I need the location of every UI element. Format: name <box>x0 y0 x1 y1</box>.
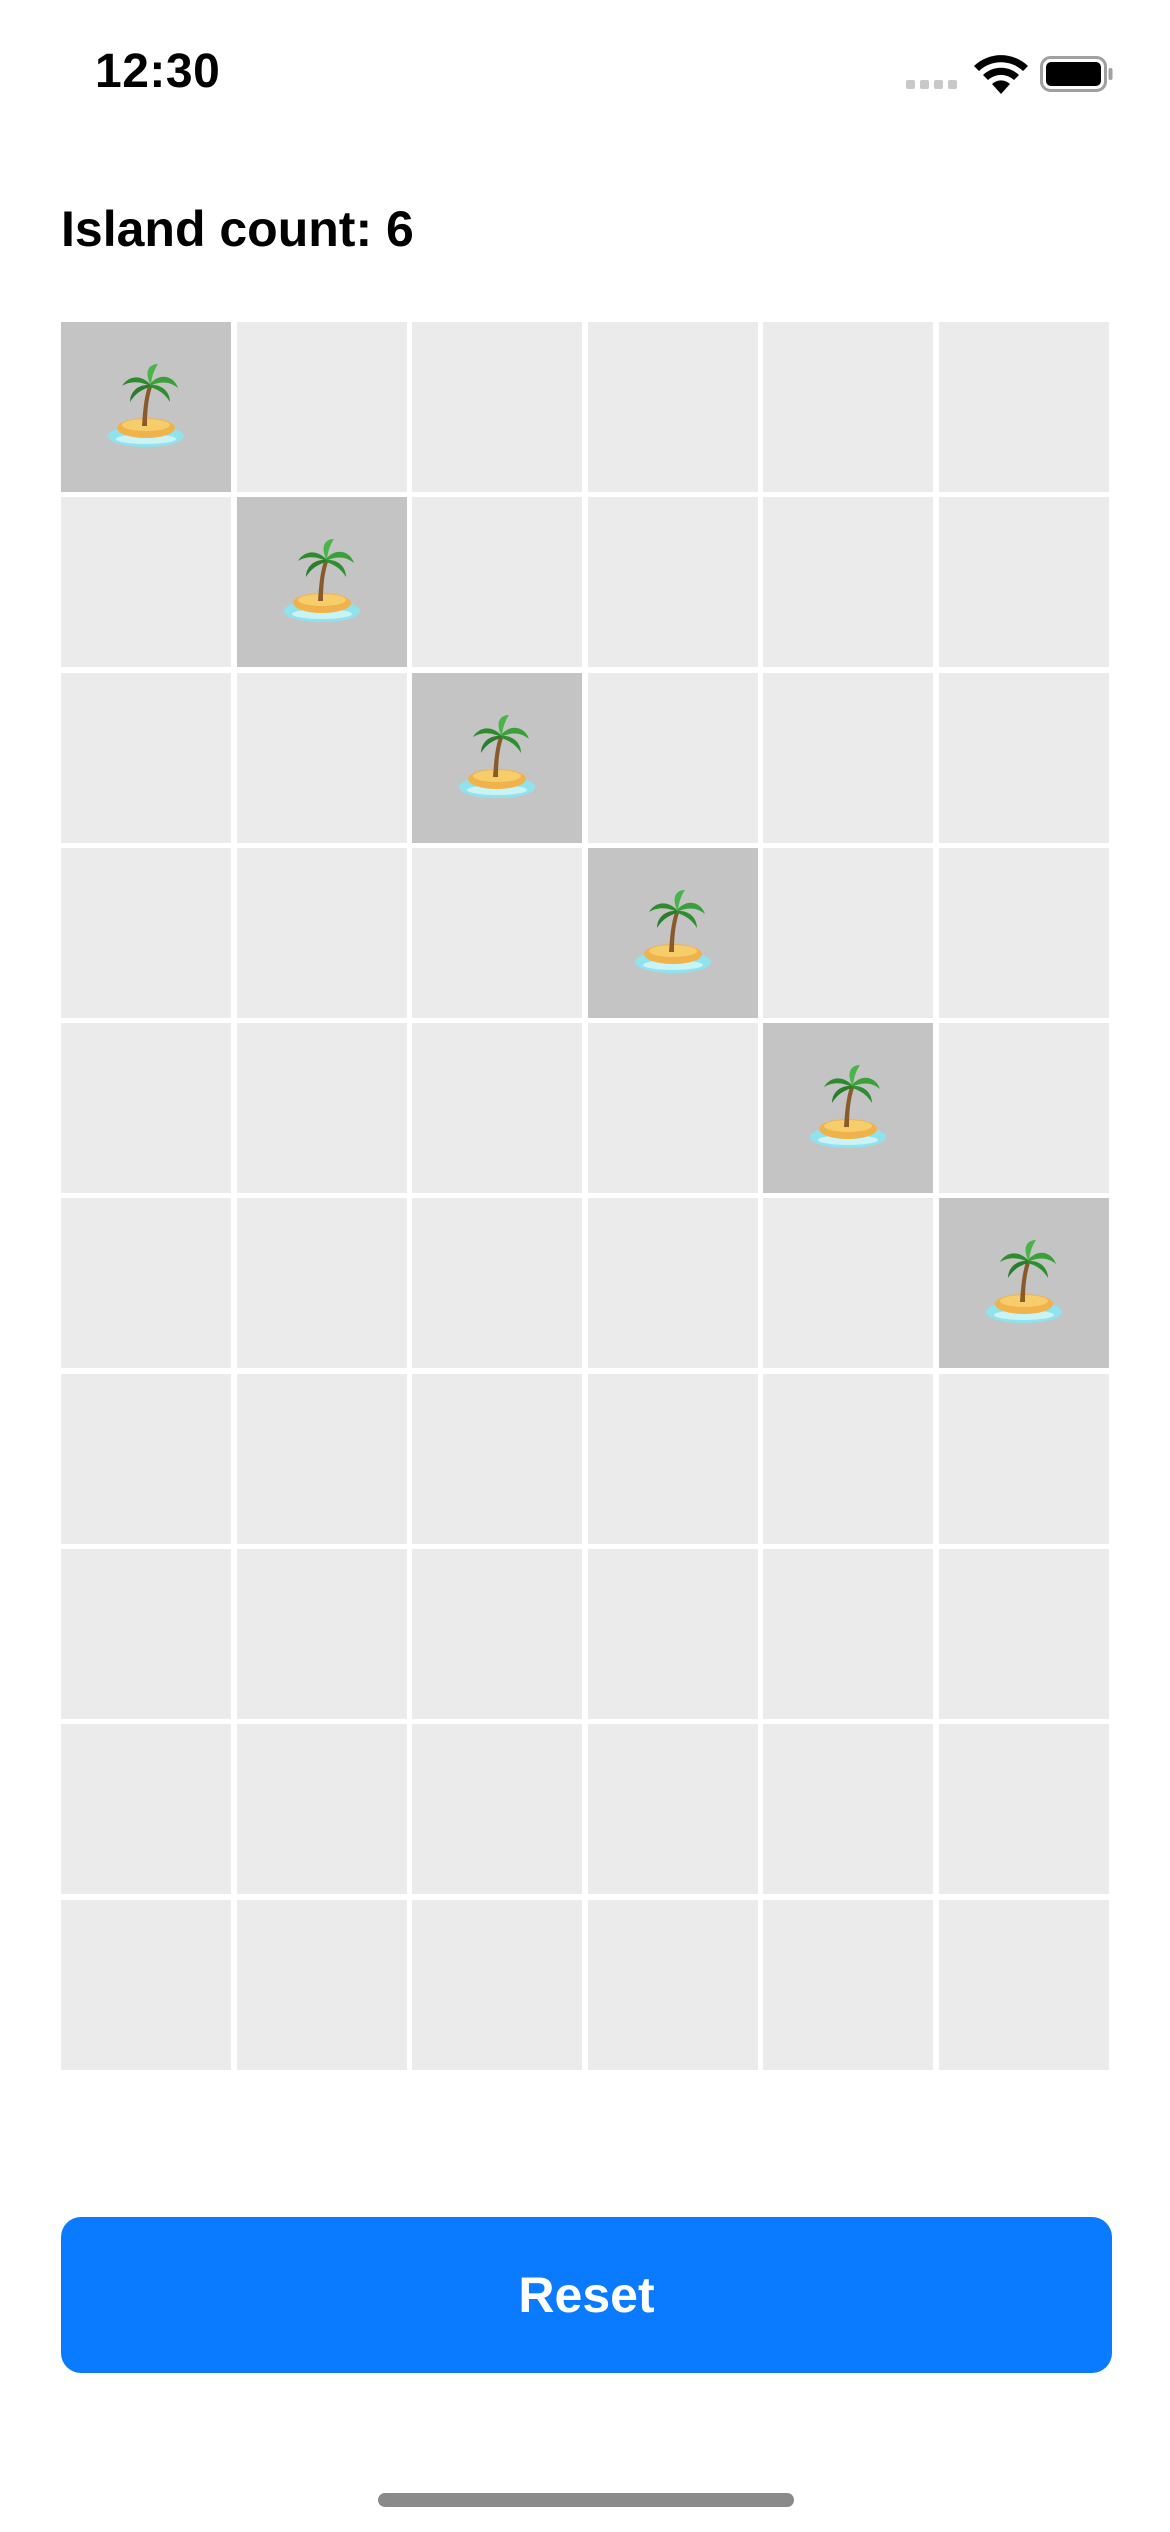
cellular-signal-icon <box>906 80 957 89</box>
grid-cell-water[interactable] <box>587 1198 758 1369</box>
grid-cell-water[interactable] <box>587 1899 758 2070</box>
battery-icon <box>1040 56 1113 92</box>
grid-cell-water[interactable] <box>412 1198 583 1369</box>
grid-cell-water[interactable] <box>412 847 583 1018</box>
home-indicator[interactable] <box>378 2493 794 2507</box>
grid-cell-water[interactable] <box>587 1549 758 1720</box>
grid-cell-water[interactable] <box>412 1724 583 1895</box>
grid-cell-water[interactable] <box>412 497 583 668</box>
desert-island-icon <box>280 537 364 627</box>
grid-cell-water[interactable] <box>938 1549 1109 1720</box>
grid-cell-island[interactable] <box>236 497 407 668</box>
reset-button[interactable]: Reset <box>61 2217 1112 2373</box>
grid-cell-water[interactable] <box>61 1198 231 1369</box>
grid-cell-water[interactable] <box>236 1373 407 1544</box>
wifi-icon <box>974 55 1028 94</box>
grid-cell-water[interactable] <box>938 322 1109 492</box>
grid-cell-water[interactable] <box>587 1724 758 1895</box>
grid-cell-water[interactable] <box>236 1023 407 1194</box>
grid-cell-water[interactable] <box>61 1023 231 1194</box>
grid-cell-water[interactable] <box>938 1023 1109 1194</box>
grid-cell-water[interactable] <box>61 1724 231 1895</box>
grid-cell-water[interactable] <box>587 1023 758 1194</box>
grid-cell-water[interactable] <box>587 322 758 492</box>
grid-cell-water[interactable] <box>763 497 934 668</box>
grid-cell-water[interactable] <box>938 847 1109 1018</box>
desert-island-icon <box>455 713 539 803</box>
grid-cell-island[interactable] <box>938 1198 1109 1369</box>
grid-cell-water[interactable] <box>763 1899 934 2070</box>
grid-cell-island[interactable] <box>587 847 758 1018</box>
grid-cell-water[interactable] <box>587 672 758 843</box>
grid-cell-water[interactable] <box>236 1549 407 1720</box>
grid-cell-water[interactable] <box>763 672 934 843</box>
grid-cell-water[interactable] <box>412 1549 583 1720</box>
grid-cell-water[interactable] <box>236 322 407 492</box>
grid-cell-water[interactable] <box>763 1724 934 1895</box>
grid-cell-island[interactable] <box>61 322 231 492</box>
grid-cell-water[interactable] <box>938 672 1109 843</box>
grid-cell-water[interactable] <box>61 1549 231 1720</box>
desert-island-icon <box>982 1238 1066 1328</box>
grid-cell-water[interactable] <box>412 1023 583 1194</box>
desert-island-icon <box>631 888 715 978</box>
grid-cell-water[interactable] <box>61 847 231 1018</box>
grid-cell-water[interactable] <box>61 1899 231 2070</box>
grid-cell-water[interactable] <box>412 322 583 492</box>
grid-cell-island[interactable] <box>412 672 583 843</box>
grid-cell-water[interactable] <box>938 1724 1109 1895</box>
island-count-label: Island count: 6 <box>61 201 414 257</box>
grid-cell-water[interactable] <box>938 1899 1109 2070</box>
grid-cell-water[interactable] <box>412 1373 583 1544</box>
grid-cell-water[interactable] <box>236 1198 407 1369</box>
grid-cell-water[interactable] <box>61 1373 231 1544</box>
grid-cell-water[interactable] <box>938 497 1109 668</box>
grid-cell-water[interactable] <box>763 1549 934 1720</box>
desert-island-icon <box>806 1063 890 1153</box>
status-bar: 12:30 <box>0 0 1170 150</box>
grid-cell-water[interactable] <box>938 1373 1109 1544</box>
grid-cell-water[interactable] <box>763 1198 934 1369</box>
desert-island-icon <box>104 362 188 452</box>
grid-cell-water[interactable] <box>236 672 407 843</box>
grid-cell-water[interactable] <box>236 847 407 1018</box>
island-grid <box>61 322 1109 2070</box>
status-time: 12:30 <box>95 45 221 98</box>
grid-cell-water[interactable] <box>587 497 758 668</box>
grid-cell-water[interactable] <box>236 1899 407 2070</box>
grid-cell-island[interactable] <box>763 1023 934 1194</box>
grid-cell-water[interactable] <box>412 1899 583 2070</box>
grid-cell-water[interactable] <box>61 672 231 843</box>
grid-cell-water[interactable] <box>763 322 934 492</box>
grid-cell-water[interactable] <box>763 847 934 1018</box>
grid-cell-water[interactable] <box>587 1373 758 1544</box>
grid-cell-water[interactable] <box>61 497 231 668</box>
grid-cell-water[interactable] <box>236 1724 407 1895</box>
grid-cell-water[interactable] <box>763 1373 934 1544</box>
